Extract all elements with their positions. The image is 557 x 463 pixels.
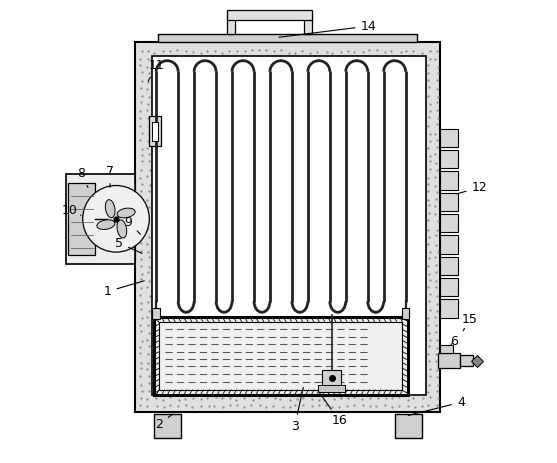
Bar: [152, 122, 159, 141]
Text: 7: 7: [106, 165, 114, 187]
Bar: [153, 308, 160, 319]
Text: 4: 4: [408, 396, 465, 415]
Text: 11: 11: [148, 59, 164, 81]
Circle shape: [82, 186, 149, 252]
Bar: [440, 235, 458, 254]
Bar: [135, 42, 440, 412]
Text: 9: 9: [125, 216, 140, 234]
Bar: [69, 183, 95, 255]
Bar: [159, 322, 402, 390]
Bar: [227, 10, 312, 20]
Text: 14: 14: [279, 19, 377, 38]
Ellipse shape: [117, 220, 126, 238]
Bar: [154, 317, 408, 395]
Text: 6: 6: [450, 335, 458, 348]
Text: 5: 5: [115, 237, 142, 253]
Bar: [440, 257, 458, 275]
Bar: [440, 150, 458, 169]
Ellipse shape: [105, 200, 115, 218]
Text: 10: 10: [62, 204, 81, 217]
Bar: [154, 414, 180, 438]
Bar: [66, 174, 135, 264]
Text: 3: 3: [291, 388, 304, 433]
Bar: [304, 14, 312, 34]
Bar: [227, 14, 235, 34]
Ellipse shape: [97, 220, 115, 230]
Ellipse shape: [117, 208, 135, 218]
Text: 8: 8: [77, 167, 88, 188]
Bar: [154, 317, 408, 395]
Bar: [317, 385, 345, 392]
Bar: [440, 278, 458, 296]
Bar: [440, 299, 458, 318]
Text: 16: 16: [318, 391, 348, 427]
Bar: [323, 370, 341, 386]
Bar: [402, 308, 409, 319]
Bar: [460, 356, 473, 366]
Bar: [440, 345, 453, 353]
Bar: [149, 116, 161, 146]
Text: 12: 12: [457, 181, 487, 194]
Bar: [440, 171, 458, 190]
Bar: [159, 34, 417, 42]
Bar: [440, 193, 458, 211]
Bar: [438, 353, 460, 368]
Bar: [440, 214, 458, 232]
Text: 15: 15: [462, 313, 478, 331]
Text: 2: 2: [155, 414, 173, 431]
Text: 1: 1: [104, 281, 144, 298]
Bar: [440, 129, 458, 147]
Bar: [395, 414, 422, 438]
Bar: [152, 56, 426, 395]
